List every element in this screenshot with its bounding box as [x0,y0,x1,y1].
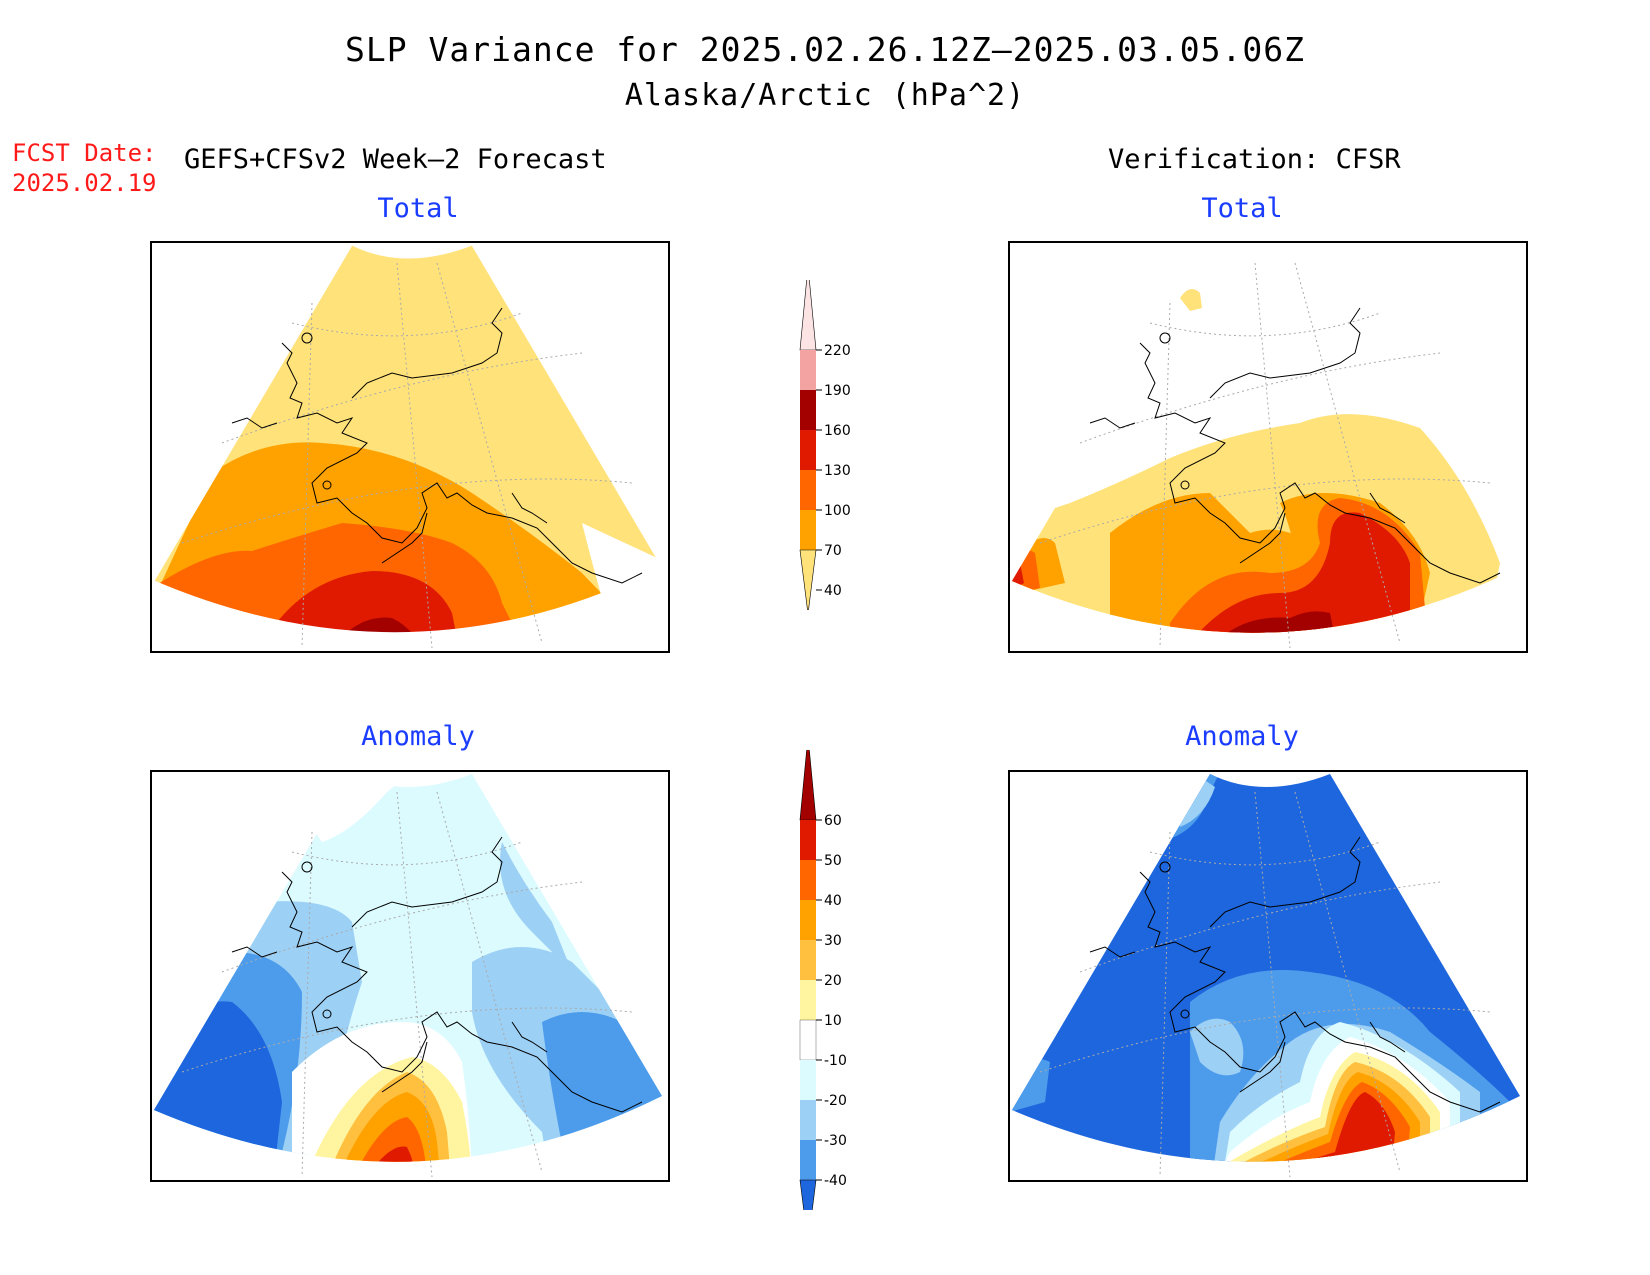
forecast-column-title: GEFS+CFSv2 Week–2 Forecast [184,144,607,175]
anomaly-colorbar-label: 30 [824,933,842,949]
total-colorbar-swatch [799,280,817,351]
total-colorbar-label: 160 [824,423,851,439]
total-colorbar-label: 190 [824,383,851,399]
anomaly-colorbar-swatch [800,860,816,900]
verification-anomaly-map [1008,770,1528,1182]
forecast-anomaly-title: Anomaly [361,721,475,752]
fcst-date-label: FCST Date: [12,139,157,167]
forecast-anomaly-map [150,770,670,1182]
verification-total-map [1008,241,1528,653]
total-colorbar-label: 100 [824,503,851,519]
anomaly-colorbar-swatch [799,1179,817,1210]
total-colorbar-label: 130 [824,463,851,479]
forecast-total-title: Total [377,193,459,224]
anomaly-colorbar-label: 50 [824,853,842,869]
total-colorbar-swatch [800,430,816,470]
anomaly-colorbar-swatch [800,940,816,980]
anomaly-colorbar-label: -10 [824,1053,847,1069]
anomaly-colorbar-swatch [800,820,816,860]
main-title: SLP Variance for 2025.02.26.12Z–2025.03.… [345,30,1305,69]
fcst-date-value: 2025.02.19 [12,169,157,197]
anomaly-colorbar: 60 50 40 30 20 10 -10 -20 -30 -40 [799,750,847,1210]
total-colorbar-swatch [799,549,817,610]
total-colorbar-swatch [800,390,816,430]
total-colorbar: 220 190 160 130 100 70 40 [799,280,851,610]
total-colorbar-swatch [800,510,816,550]
anomaly-colorbar-label: 10 [824,1013,842,1029]
verification-anomaly-title: Anomaly [1185,721,1299,752]
total-colorbar-swatch [800,470,816,510]
anomaly-colorbar-label: 20 [824,973,842,989]
total-colorbar-label: 40 [824,583,842,599]
anomaly-colorbar-swatch [800,1140,816,1180]
verification-total-title: Total [1201,193,1283,224]
verification-column-title: Verification: CFSR [1108,144,1401,175]
anomaly-colorbar-label: 60 [824,813,842,829]
subtitle-region-units: Alaska/Arctic (hPa^2) [624,78,1026,113]
anomaly-colorbar-swatch [800,980,816,1020]
anomaly-colorbar-swatch [800,900,816,940]
total-colorbar-label: 220 [824,343,851,359]
anomaly-colorbar-swatch [799,750,817,821]
anomaly-colorbar-label: 40 [824,893,842,909]
total-colorbar-swatch [800,350,816,390]
anomaly-colorbar-swatch [799,1019,817,1061]
total-colorbar-label: 70 [824,543,842,559]
anomaly-colorbar-label: -30 [824,1133,847,1149]
anomaly-colorbar-swatch [800,1100,816,1140]
anomaly-colorbar-label: -20 [824,1093,847,1109]
forecast-total-map [150,241,670,653]
fcst-date-block: FCST Date: 2025.02.19 [12,138,157,198]
anomaly-colorbar-swatch [800,1060,816,1100]
anomaly-colorbar-label: -40 [824,1173,847,1189]
